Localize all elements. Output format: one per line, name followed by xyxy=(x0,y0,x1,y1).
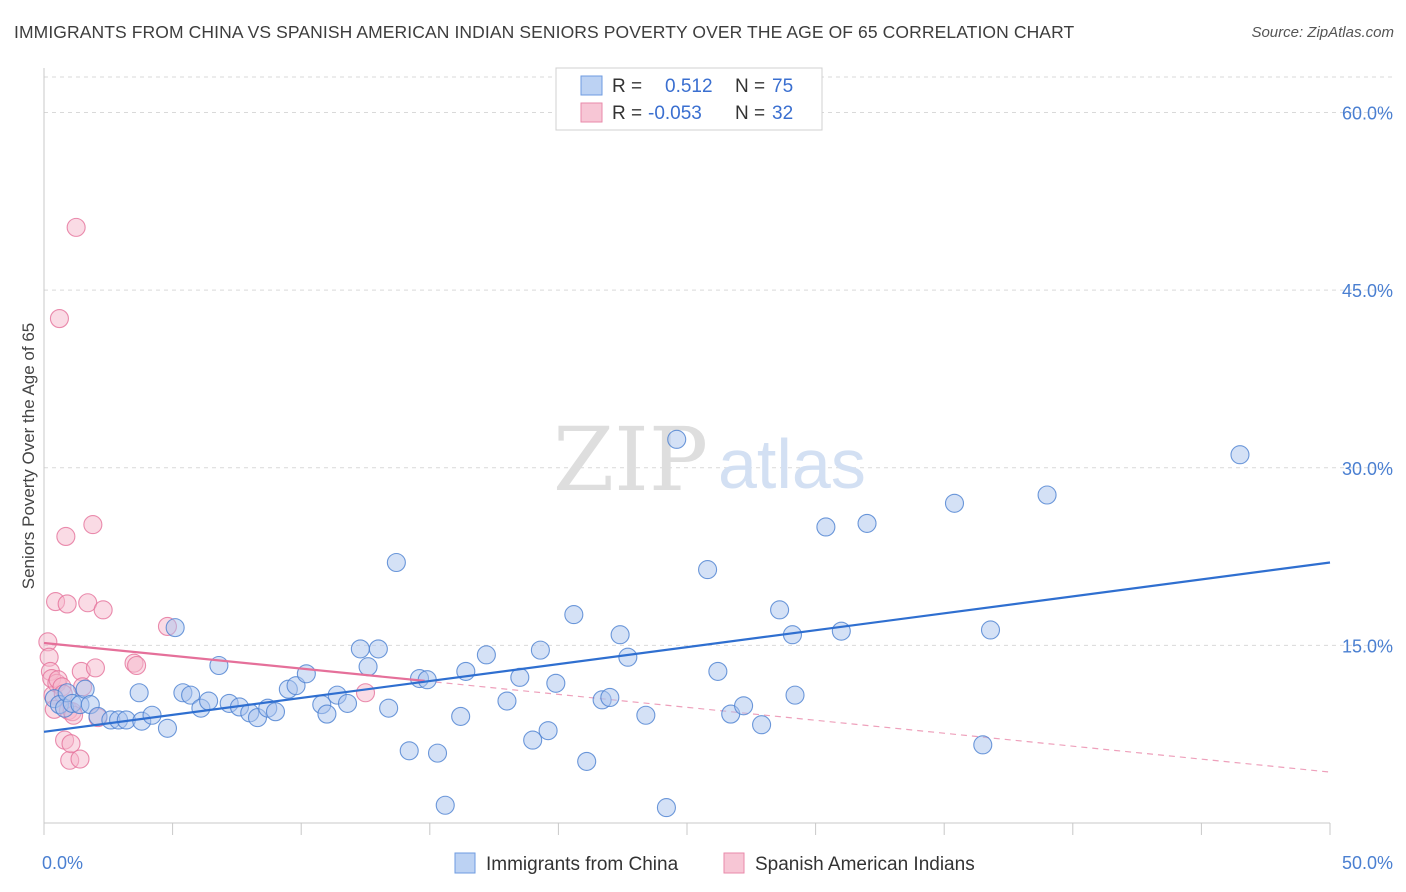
legend-swatch-blue xyxy=(580,75,603,96)
immigrants-from-china-point-39 xyxy=(386,552,406,573)
immigrants-from-china-point-57 xyxy=(600,687,620,708)
bottom-legend-swatch-blue xyxy=(454,852,476,874)
spanish-american-indians-point-25 xyxy=(83,515,103,535)
trendlines xyxy=(424,680,1331,773)
spanish-american-indians-point-17 xyxy=(61,734,81,754)
spanish-american-indians-point-13 xyxy=(56,526,76,546)
spanish-american-indians-point-21 xyxy=(70,749,90,769)
y-tick-label-0: 15.0% xyxy=(1342,636,1393,656)
immigrants-from-china-point-15 xyxy=(157,718,178,738)
immigrants-from-china-point-78 xyxy=(1230,445,1250,465)
spanish-american-indians-point-24 xyxy=(78,593,98,613)
immigrants-from-china-point-20 xyxy=(199,691,219,711)
immigrants-from-china-point-36 xyxy=(358,657,378,677)
spanish-american-indians-point-30 xyxy=(127,655,147,676)
immigrants-from-china-point-59 xyxy=(618,647,638,667)
axes xyxy=(43,68,1331,835)
immigrants-from-china-point-35 xyxy=(350,639,370,659)
y-axis-title: Seniors Poverty Over the Age of 65 xyxy=(19,323,38,589)
spanish-american-indians-point-32 xyxy=(355,683,376,703)
immigrants-from-china-point-43 xyxy=(427,743,448,763)
source-label: Source: ZipAtlas.com xyxy=(1251,24,1394,41)
y-tick-label-3: 60.0% xyxy=(1342,104,1393,124)
spanish-american-indians-point-14 xyxy=(57,594,77,614)
immigrants-from-china-point-40 xyxy=(399,741,419,761)
immigrants-from-china-point-32 xyxy=(317,704,337,724)
x-tick-label-max: 50.0% xyxy=(1342,853,1393,873)
immigrants-from-china-point-74 xyxy=(944,493,965,513)
bottom-legend: Immigrants from China Spanish American I… xyxy=(454,852,975,875)
legend-r-label-2: R = xyxy=(612,103,642,124)
immigrants-from-china-point-51 xyxy=(530,640,550,660)
bottom-legend-swatch-pink xyxy=(723,852,745,874)
immigrants-from-china-point-58 xyxy=(610,625,630,645)
bottom-legend-label-1: Immigrants from China xyxy=(486,854,679,875)
spanish-american-indians-point-26 xyxy=(85,658,105,678)
trendline-pink-dashed xyxy=(424,680,1331,773)
legend-n-label-1: N = xyxy=(735,76,765,97)
immigrants-from-china-point-72 xyxy=(831,621,851,641)
legend: R = 0.512 N = 75 R = -0.053 N = 32 xyxy=(555,67,823,131)
immigrants-from-china-point-37 xyxy=(368,639,388,659)
immigrants-from-china-point-68 xyxy=(770,600,790,620)
bottom-legend-label-2: Spanish American Indians xyxy=(755,854,975,875)
immigrants-from-china-point-64 xyxy=(708,661,728,681)
legend-swatch-pink xyxy=(580,102,603,123)
spanish-american-indians-point-28 xyxy=(93,600,113,620)
immigrants-from-china-point-45 xyxy=(451,706,471,726)
watermark: ZIP atlas xyxy=(553,408,866,511)
immigrants-from-china-point-71 xyxy=(816,517,836,537)
immigrants-from-china-point-53 xyxy=(546,673,566,693)
series-immigrants-from-china xyxy=(43,429,1331,818)
immigrants-from-china-point-47 xyxy=(476,645,496,665)
immigrants-from-china-point-66 xyxy=(734,696,754,716)
chart-title: IMMIGRANTS FROM CHINA VS SPANISH AMERICA… xyxy=(14,22,1075,42)
gridlines xyxy=(44,76,1395,646)
spanish-american-indians-point-20 xyxy=(66,217,86,237)
trendline-blue xyxy=(43,561,1331,733)
immigrants-from-china-point-27 xyxy=(265,702,286,722)
immigrants-from-china-point-34 xyxy=(337,693,358,713)
immigrants-from-china-point-70 xyxy=(785,685,805,705)
immigrants-from-china-point-18 xyxy=(181,685,201,705)
immigrants-from-china-point-38 xyxy=(379,698,399,718)
watermark-atlas: atlas xyxy=(718,425,866,503)
legend-r-value-2: -0.053 xyxy=(648,103,702,124)
immigrants-from-china-point-12 xyxy=(129,683,149,703)
y-tick-label-1: 30.0% xyxy=(1342,459,1393,479)
immigrants-from-china-point-62 xyxy=(667,429,687,449)
immigrants-from-china-point-44 xyxy=(435,795,455,815)
trendline-pink xyxy=(43,641,425,682)
x-tick-label-min: 0.0% xyxy=(42,853,83,873)
spanish-american-indians-point-9 xyxy=(49,309,69,329)
immigrants-from-china-point-55 xyxy=(577,751,597,771)
immigrants-from-china-point-60 xyxy=(636,705,656,725)
watermark-zip: ZIP xyxy=(553,408,708,511)
immigrants-from-china-point-63 xyxy=(698,560,718,580)
immigrants-from-china-point-50 xyxy=(523,730,543,750)
immigrants-from-china-point-52 xyxy=(538,721,558,741)
immigrants-from-china-point-48 xyxy=(497,691,517,711)
immigrants-from-china-point-54 xyxy=(564,605,584,625)
legend-r-label-1: R = xyxy=(612,76,642,97)
immigrants-from-china-point-67 xyxy=(752,715,772,735)
legend-n-label-2: N = xyxy=(735,103,765,124)
legend-n-value-2: 32 xyxy=(772,103,793,124)
immigrants-from-china-point-73 xyxy=(857,513,877,533)
immigrants-from-china-point-14 xyxy=(142,705,162,725)
immigrants-from-china-point-77 xyxy=(1037,485,1057,505)
immigrants-from-china-point-75 xyxy=(973,735,993,755)
immigrants-from-china-point-61 xyxy=(656,798,676,818)
immigrants-from-china-point-76 xyxy=(980,620,1001,640)
legend-r-value-1: 0.512 xyxy=(665,76,713,97)
y-tick-label-2: 45.0% xyxy=(1342,281,1393,301)
legend-n-value-1: 75 xyxy=(772,76,793,97)
immigrants-from-china-point-16 xyxy=(165,618,185,638)
y-tick-labels: 15.0% 30.0% 45.0% 60.0% xyxy=(1342,104,1393,657)
